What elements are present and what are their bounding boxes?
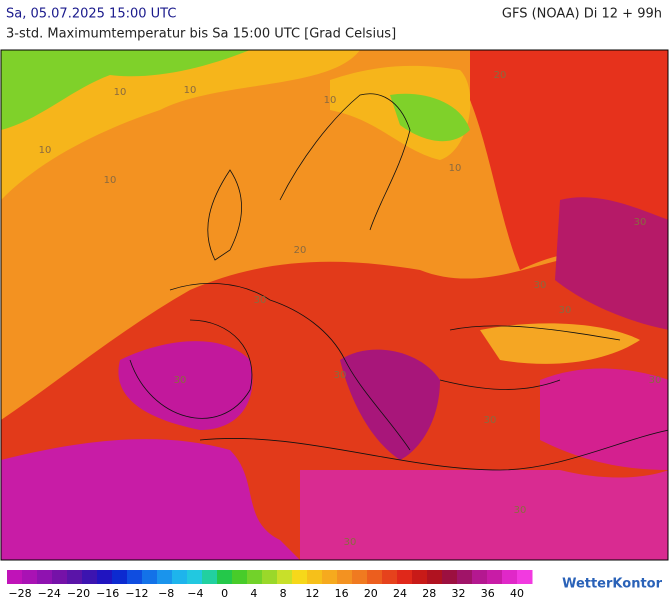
contour-label: 10 (449, 163, 462, 174)
legend-swatch (22, 570, 38, 584)
contour-label: 30 (254, 295, 267, 306)
legend-label: 20 (364, 587, 378, 600)
legend-swatch (457, 570, 473, 584)
legend-swatch (7, 570, 23, 584)
subtitle: 3-std. Maximumtemperatur bis Sa 15:00 UT… (6, 27, 396, 42)
legend-swatch (277, 570, 293, 584)
legend-swatch (217, 570, 233, 584)
legend-swatch (367, 570, 383, 584)
legend-label: −12 (125, 587, 148, 600)
contour-label: 30 (334, 370, 347, 381)
legend-swatch (172, 570, 188, 584)
legend-label: −16 (96, 587, 119, 600)
legend-swatch (52, 570, 68, 584)
legend-swatch (517, 570, 533, 584)
color-legend: −28 −24 −20 −16 −12 −8 −4 0 4 8 12 16 20 24 28 32 36 40 (7, 570, 533, 600)
legend-swatch (37, 570, 53, 584)
legend-swatch (382, 570, 398, 584)
legend-swatch (247, 570, 263, 584)
legend-swatch (157, 570, 173, 584)
legend-label: 12 (305, 587, 319, 600)
legend-label: 4 (250, 587, 257, 600)
contour-label: 10 (39, 145, 52, 156)
legend-label: 32 (452, 587, 466, 600)
legend-label: 40 (510, 587, 524, 600)
legend-label: −4 (187, 587, 203, 600)
contour-label: 30 (649, 375, 662, 386)
legend-swatch (442, 570, 458, 584)
legend-swatch (292, 570, 308, 584)
legend-swatch (412, 570, 428, 584)
contour-label: 10 (104, 175, 117, 186)
map: 10 10 10 10 10 10 20 20 30 30 30 30 30 30 30 30 30 30 (0, 49, 669, 561)
legend-swatch (262, 570, 278, 584)
contour-label: 30 (514, 505, 527, 516)
legend-label: −24 (38, 587, 61, 600)
legend-swatch (487, 570, 503, 584)
legend-swatch (82, 570, 98, 584)
legend-swatch (427, 570, 443, 584)
legend-label: 28 (422, 587, 436, 600)
contour-label: 10 (114, 87, 127, 98)
legend-swatch (187, 570, 203, 584)
legend-swatch (112, 570, 128, 584)
legend-swatch (322, 570, 338, 584)
contour-label: 10 (324, 95, 337, 106)
contour-label: 20 (294, 245, 307, 256)
legend-swatch (127, 570, 143, 584)
legend-swatch (307, 570, 323, 584)
legend-swatch (232, 570, 248, 584)
legend-swatch (97, 570, 113, 584)
legend-swatch (337, 570, 353, 584)
brand-logo: WetterKontor (562, 577, 663, 592)
legend-label: 36 (481, 587, 495, 600)
legend-swatch (67, 570, 83, 584)
contour-label: 30 (344, 537, 357, 548)
contour-label: 20 (494, 70, 507, 81)
contour-label: 10 (184, 85, 197, 96)
legend-label: −8 (158, 587, 174, 600)
legend-label: 8 (280, 587, 287, 600)
legend-swatch (472, 570, 488, 584)
legend-swatch (502, 570, 518, 584)
legend-swatch (202, 570, 218, 584)
legend-label: 0 (221, 587, 228, 600)
contour-label: 30 (484, 415, 497, 426)
legend-swatch (142, 570, 158, 584)
model-run: GFS (NOAA) Di 12 + 99h (502, 7, 662, 22)
legend-swatch (397, 570, 413, 584)
legend-label: 16 (335, 587, 349, 600)
contour-label: 30 (534, 280, 547, 291)
contour-label: 30 (559, 305, 572, 316)
contour-label: 30 (174, 375, 187, 386)
contour-label: 30 (634, 217, 647, 228)
legend-label: 24 (393, 587, 407, 600)
legend-swatch (352, 570, 368, 584)
legend-label: −20 (67, 587, 90, 600)
datetime: Sa, 05.07.2025 15:00 UTC (6, 7, 176, 22)
legend-label: −28 (8, 587, 31, 600)
